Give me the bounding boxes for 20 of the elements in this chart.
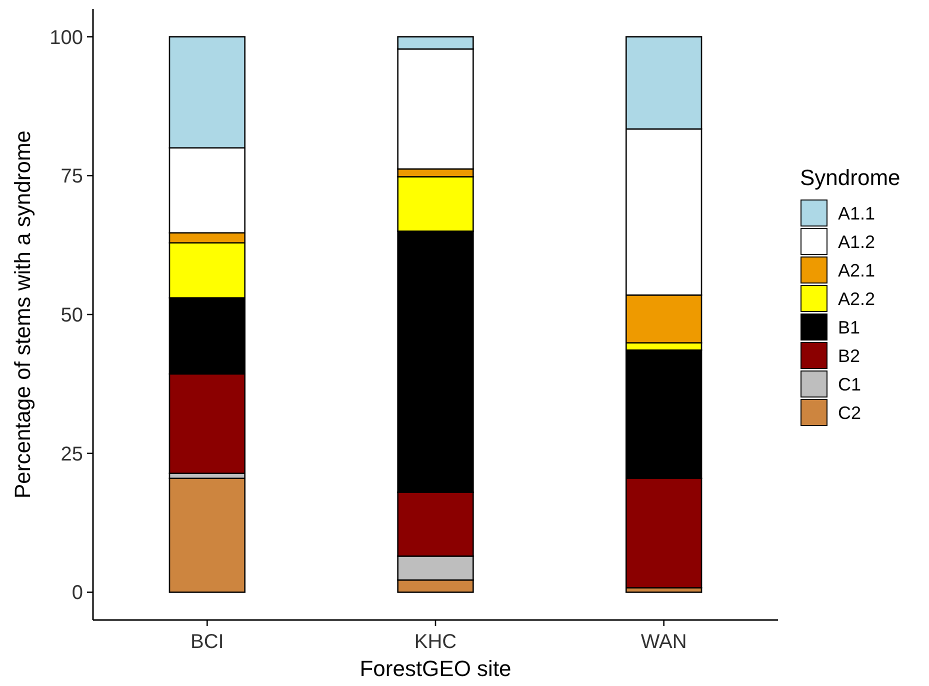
x-tick-label: KHC <box>414 631 457 653</box>
legend-label: C1 <box>838 374 862 394</box>
legend-label: A2.1 <box>838 260 876 280</box>
y-tick-label: 50 <box>60 304 83 326</box>
y-tick-label: 25 <box>60 443 83 466</box>
y-tick-label: 75 <box>60 166 83 188</box>
x-axis-title: ForestGEO site <box>360 656 512 681</box>
y-tick-label: 0 <box>72 582 83 604</box>
bar <box>168 478 246 593</box>
x-tick-label: WAN <box>640 631 687 653</box>
legend-label: B1 <box>838 317 860 338</box>
y-axis-title: Percentage of stems with a syndrome <box>10 130 35 499</box>
legend-label: C2 <box>838 402 862 423</box>
y-tick-label: 100 <box>50 26 83 49</box>
legend-label: B2 <box>838 346 860 366</box>
legend-label: A2.2 <box>838 288 876 309</box>
legend-title: Syndrome <box>800 165 900 190</box>
legend-label: A1.2 <box>838 232 876 252</box>
x-tick-label: BCI <box>190 631 224 653</box>
legend-label: A1.1 <box>838 203 876 224</box>
